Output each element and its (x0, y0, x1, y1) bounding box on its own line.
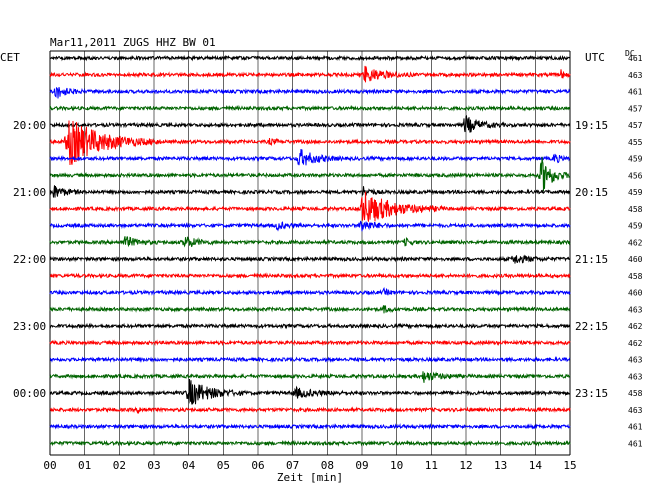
dc-value-row-10: 459 (628, 222, 643, 231)
right-hour-label-1915: 19:15 (575, 119, 608, 132)
trace-row-23 (49, 439, 571, 447)
trace-row-0 (49, 54, 571, 62)
x-tick-label-03: 03 (147, 459, 160, 472)
trace-row-5 (49, 120, 571, 166)
x-tick-label-06: 06 (251, 459, 264, 472)
left-axis-timezone-label: CET (0, 51, 20, 64)
trace-row-13 (49, 272, 571, 280)
dc-value-row-6: 459 (628, 155, 643, 164)
x-tick-label-13: 13 (494, 459, 507, 472)
dc-value-row-21: 463 (628, 406, 643, 415)
left-hour-label-0000: 00:00 (13, 387, 46, 400)
trace-row-21 (49, 406, 571, 414)
right-hour-label-2115: 21:15 (575, 253, 608, 266)
dc-value-row-12: 460 (628, 255, 643, 264)
dc-value-row-8: 459 (628, 188, 643, 197)
dc-value-row-15: 463 (628, 305, 643, 314)
dc-value-row-17: 462 (628, 339, 643, 348)
trace-row-3 (49, 104, 571, 112)
left-hour-label-2200: 22:00 (13, 253, 46, 266)
right-hour-label-2215: 22:15 (575, 320, 608, 333)
trace-row-8 (49, 185, 571, 198)
x-tick-label-02: 02 (113, 459, 126, 472)
dc-value-row-16: 462 (628, 322, 643, 331)
dc-value-row-23: 461 (628, 439, 643, 448)
x-tick-label-04: 04 (182, 459, 196, 472)
dc-value-row-14: 460 (628, 289, 643, 298)
x-tick-label-07: 07 (286, 459, 299, 472)
right-hour-label-2015: 20:15 (575, 186, 608, 199)
trace-row-17 (49, 339, 571, 347)
seismic-traces (49, 54, 571, 447)
trace-row-4 (49, 114, 571, 133)
left-hour-label-2300: 23:00 (13, 320, 46, 333)
x-axis-label: Zeit [min] (277, 471, 343, 484)
dc-value-row-1: 463 (628, 71, 643, 80)
trace-row-9 (49, 191, 571, 222)
left-hour-label-2000: 20:00 (13, 119, 46, 132)
chart-title: Mar11,2011 ZUGS HHZ BW 01 (50, 36, 216, 49)
dc-value-row-9: 458 (628, 205, 643, 214)
dc-value-row-2: 461 (628, 88, 643, 97)
dc-value-row-4: 457 (628, 121, 643, 130)
dc-value-row-3: 457 (628, 104, 643, 113)
right-hour-label-2315: 23:15 (575, 387, 608, 400)
trace-row-1 (49, 65, 571, 83)
axis-labels: 00 01 02 03 04 05 06 07 08 09 10 11 12 13 14 15 20:00 21:… (13, 54, 643, 472)
dc-value-row-7: 456 (628, 171, 643, 180)
x-tick-label-14: 14 (529, 459, 543, 472)
trace-row-10 (49, 220, 571, 232)
dc-value-row-18: 463 (628, 356, 643, 365)
trace-row-22 (49, 423, 571, 431)
trace-row-14 (49, 287, 571, 297)
x-tick-label-08: 08 (321, 459, 334, 472)
left-hour-label-2100: 21:00 (13, 186, 46, 199)
trace-row-19 (49, 371, 571, 383)
grid-lines (49, 50, 571, 456)
dc-value-row-22: 461 (628, 423, 643, 432)
trace-row-16 (49, 322, 571, 330)
x-tick-label-10: 10 (390, 459, 403, 472)
trace-row-12 (49, 254, 571, 264)
trace-row-18 (49, 356, 571, 364)
x-tick-label-01: 01 (78, 459, 91, 472)
x-tick-label-12: 12 (459, 459, 472, 472)
x-tick-label-11: 11 (425, 459, 438, 472)
trace-row-20 (49, 378, 571, 405)
trace-row-6 (49, 149, 571, 166)
x-tick-label-00: 00 (43, 459, 56, 472)
trace-row-15 (49, 305, 571, 314)
x-tick-label-09: 09 (355, 459, 368, 472)
trace-row-11 (49, 236, 571, 248)
x-tick-label-05: 05 (217, 459, 230, 472)
dc-value-row-19: 463 (628, 372, 643, 381)
right-axis-timezone-label: UTC (585, 51, 605, 64)
dc-value-row-13: 458 (628, 272, 643, 281)
trace-row-2 (49, 87, 571, 99)
dc-value-row-0: 461 (628, 54, 643, 63)
dc-value-row-11: 462 (628, 238, 643, 247)
dc-value-row-20: 458 (628, 389, 643, 398)
dc-column-label: DC (625, 49, 635, 58)
dc-value-row-5: 455 (628, 138, 643, 147)
trace-row-7 (49, 156, 571, 192)
x-tick-label-15: 15 (563, 459, 576, 472)
